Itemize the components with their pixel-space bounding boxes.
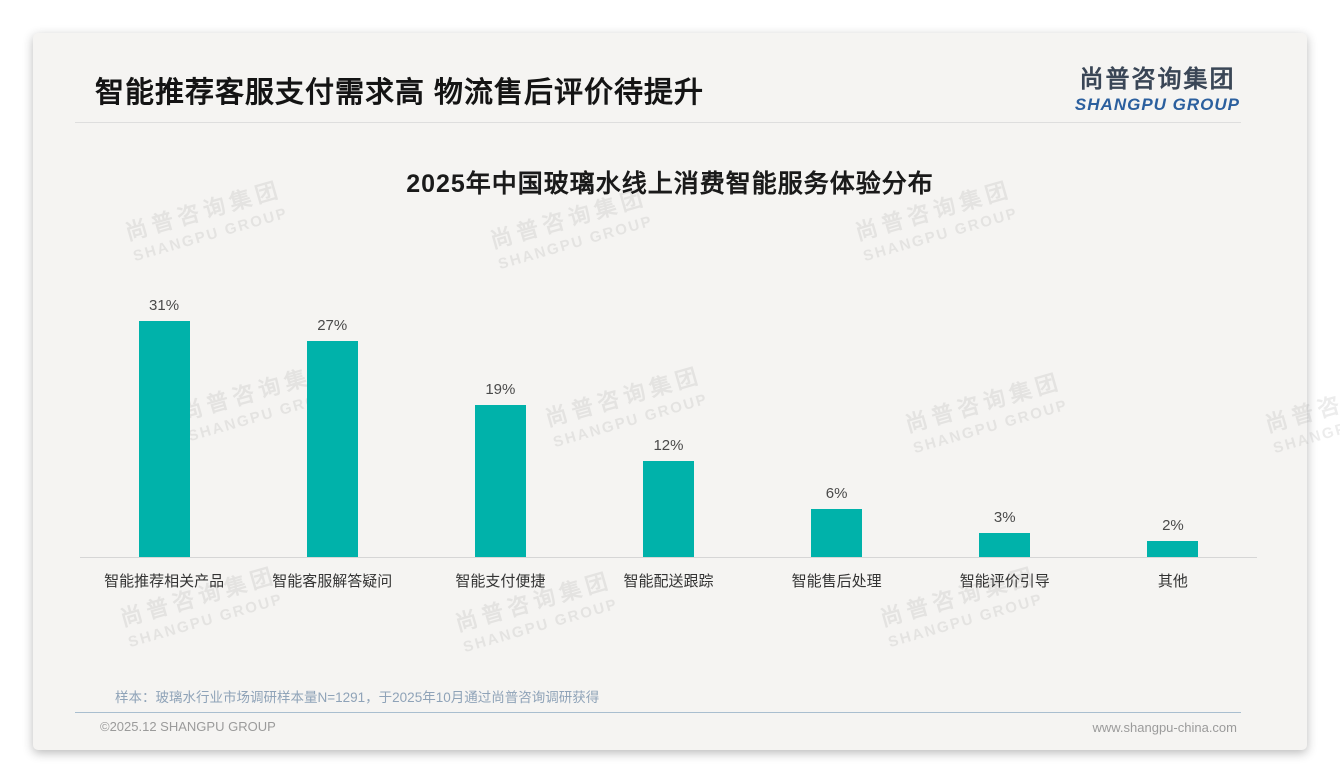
footer-divider [75, 712, 1241, 713]
logo-english-text: SHANGPU GROUP [1074, 95, 1240, 114]
bar-column: 6% [753, 297, 921, 557]
bar-column: 2% [1089, 297, 1257, 557]
category-label: 智能售后处理 [791, 573, 882, 590]
bar-value-label: 3% [993, 509, 1016, 526]
chart-title: 2025年中国玻璃水线上消费智能服务体验分布 [406, 170, 934, 198]
copyright-text: ©2025.12 SHANGPU GROUP [100, 719, 276, 734]
bar [642, 461, 694, 557]
bar-column: 19% [416, 297, 584, 557]
category-label: 智能配送跟踪 [623, 573, 714, 590]
bar-value-label: 2% [1162, 517, 1184, 534]
watermark-english-text: SHANGPU GROUP [496, 212, 656, 274]
bar-column: 31% [80, 297, 248, 557]
page-title: 智能推荐客服支付需求高 物流售后评价待提升 [95, 77, 705, 109]
watermark-chinese-text: 尚普咨询集团 [1262, 368, 1340, 438]
watermark-chinese-text: 尚普咨询集团 [117, 562, 281, 632]
bar-value-label: 31% [149, 297, 180, 314]
logo-chinese-text: 尚普咨询集团 [1079, 66, 1236, 93]
bar [138, 321, 190, 557]
watermark-chinese-text: 尚普咨询集团 [877, 562, 1041, 632]
slide-card: 尚普咨询集团 SHANGPU GROUP 尚普咨询集团 SHANGPU GROUP 尚普… [33, 33, 1340, 750]
bar-column: 3% [921, 297, 1089, 557]
bar-value-label: 6% [825, 485, 848, 502]
shangpu-logo: 尚普咨询集团 SHANGPU GROUP [1075, 59, 1240, 115]
watermark-english-text: SHANGPU GROUP [1271, 397, 1340, 458]
bar-value-label: 27% [317, 317, 348, 334]
bar [979, 533, 1031, 557]
bar [1147, 541, 1199, 557]
category-label: 智能推荐相关产品 [104, 573, 225, 590]
bar-value-label: 12% [653, 437, 684, 454]
category-label: 其他 [1157, 573, 1188, 590]
watermark-english-text: SHANGPU GROUP [131, 204, 291, 266]
bar [306, 341, 358, 557]
bar-value-label: 19% [485, 381, 516, 398]
watermark-english-text: SHANGPU GROUP [886, 590, 1046, 652]
category-label: 智能客服解答疑问 [272, 573, 393, 590]
category-labels-row: 智能推荐相关产品 智能客服解答疑问 智能支付便捷 智能配送跟踪 智能售后处理 智能评价引导… [80, 570, 1257, 591]
bar-column: 12% [584, 297, 752, 557]
watermark-english-text: SHANGPU GROUP [861, 204, 1021, 266]
header-divider [75, 122, 1241, 123]
website-text: www.shangpu-china.com [1092, 720, 1237, 735]
bar [474, 405, 526, 557]
watermark-english-text: SHANGPU GROUP [126, 590, 286, 652]
bar-column: 27% [248, 297, 416, 557]
sample-note: 样本：玻璃水行业市场调研样本量N=1291，于2025年10月通过尚普咨询调研获… [115, 690, 600, 705]
category-label: 智能支付便捷 [455, 573, 546, 590]
watermark-english-text: SHANGPU GROUP [461, 595, 621, 657]
x-axis-line [80, 557, 1257, 558]
chart-columns: 31% 27% 19% 12% 6% 3% 2% [80, 297, 1257, 557]
category-label: 智能评价引导 [959, 573, 1050, 590]
bar [811, 509, 863, 557]
